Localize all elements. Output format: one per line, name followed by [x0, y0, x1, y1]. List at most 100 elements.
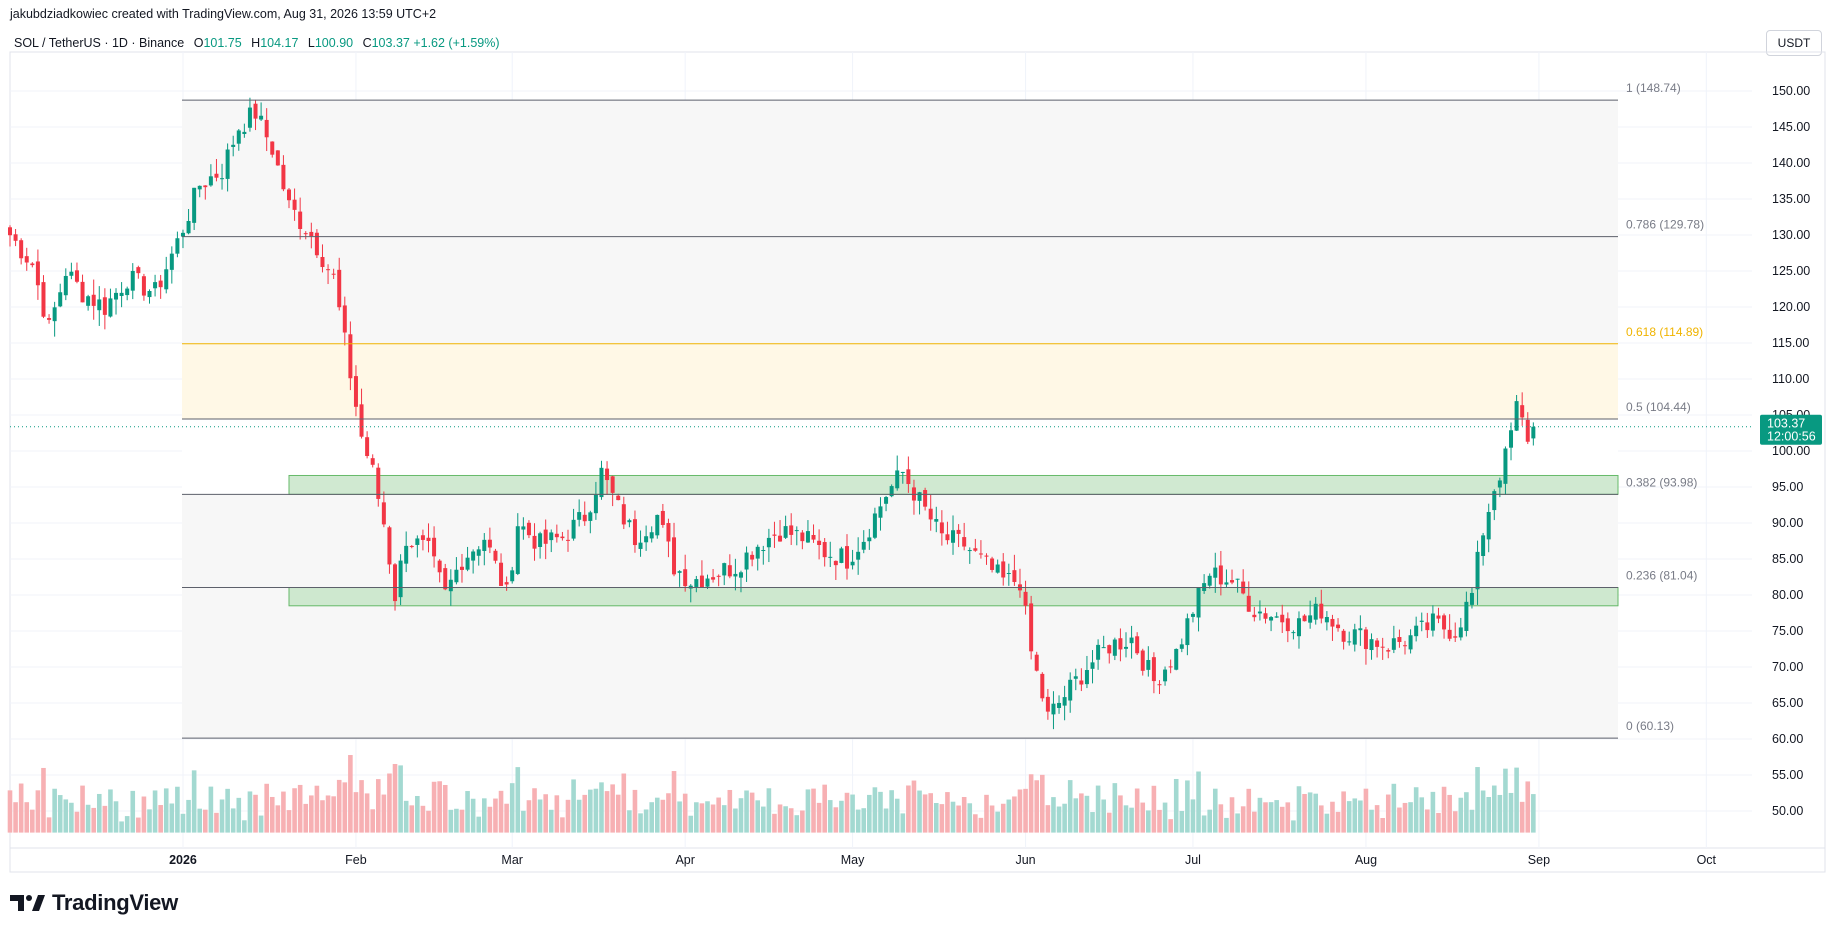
candle-body [1029, 603, 1034, 652]
volume-bar [1519, 801, 1525, 833]
candle-body [733, 573, 738, 577]
volume-bar [1285, 802, 1291, 833]
candle-body [1163, 669, 1168, 682]
volume-bar [85, 804, 91, 833]
volume-bar [459, 809, 465, 833]
candle-body [415, 538, 420, 545]
axes: 150.00 145.00 140.00 135.00 130.00 125.00 120.… [10, 84, 1810, 867]
candle-body [995, 564, 1000, 573]
volume-bar [1040, 774, 1045, 833]
tradingview-logo-icon [10, 895, 45, 911]
candle-body [789, 525, 794, 535]
low-label: L [307, 36, 315, 50]
candle-body [850, 561, 855, 566]
volume-bar [158, 805, 163, 833]
candle-body [387, 527, 392, 565]
volume-bar [1268, 802, 1274, 833]
volume-bar [705, 801, 710, 833]
volume-bar [1413, 787, 1419, 833]
candle-body [1157, 684, 1162, 686]
candle-body [97, 299, 102, 311]
volume-bar [487, 806, 493, 833]
candle-body [1040, 673, 1045, 699]
volume-bars [7, 755, 1536, 833]
volume-bar [297, 784, 303, 833]
candle-body [41, 282, 46, 317]
volume-bar [186, 799, 191, 833]
candle-body [610, 476, 615, 493]
candle-body [214, 173, 219, 178]
volume-bar [995, 811, 1000, 833]
volume-bar [281, 791, 286, 833]
candle-body [186, 220, 191, 234]
volume-bar [1330, 801, 1335, 833]
volume-bar [498, 790, 504, 833]
y-tick-label: 70.00 [1772, 660, 1803, 674]
volume-bar [303, 803, 309, 833]
candle-body [1235, 578, 1240, 580]
candle-body [856, 551, 861, 560]
volume-bar [1503, 768, 1508, 833]
volume-bar [1212, 788, 1218, 833]
y-tick-label: 125.00 [1772, 264, 1810, 278]
candle-body [761, 550, 766, 552]
candle-body [1525, 419, 1530, 442]
candle-body [660, 510, 665, 525]
candle-body [1341, 630, 1346, 642]
volume-bar [537, 799, 543, 833]
volume-bar [610, 784, 615, 833]
candle-body [895, 470, 900, 489]
candle-body [1146, 660, 1151, 670]
volume-bar [1441, 786, 1447, 833]
volume-bar [426, 810, 431, 833]
candle-body [1453, 636, 1458, 638]
volume-bar [91, 807, 96, 833]
candle-body [744, 552, 749, 570]
volume-bar [565, 799, 571, 833]
candle-body [1520, 405, 1525, 418]
candle-body [582, 514, 587, 522]
candle-body [722, 563, 727, 576]
candle-body [471, 551, 476, 561]
volume-bar [1313, 793, 1319, 833]
volume-bar [57, 795, 63, 833]
y-tick-label: 95.00 [1772, 480, 1803, 494]
candle-body [1179, 644, 1184, 649]
candle-body [499, 562, 504, 586]
candle-body [978, 553, 983, 555]
candle-body [454, 569, 459, 583]
volume-bar [593, 788, 599, 833]
volume-bar [247, 791, 253, 833]
volume-bar [30, 809, 35, 833]
tradingview-logo[interactable]: TradingView [10, 890, 178, 916]
price-chart[interactable]: 1 (148.74) 0.786 (129.78) 0.618 (114.89) 0.… [0, 0, 1835, 880]
candle-body [543, 529, 548, 544]
volume-bar [219, 799, 225, 833]
volume-bar [1112, 783, 1118, 833]
volume-bar [1436, 812, 1441, 833]
x-tick-label: Feb [345, 853, 367, 867]
symbol-name[interactable]: SOL / TetherUS · 1D · Binance [14, 36, 185, 50]
volume-bar [403, 800, 409, 833]
chart-frame [9, 51, 1826, 873]
candle-body [1347, 641, 1352, 643]
candle-body [342, 305, 347, 333]
candle-body [437, 560, 442, 573]
candle-body [845, 546, 849, 569]
candle-body [1403, 645, 1407, 647]
candle-body [47, 318, 52, 320]
candle-body [1135, 636, 1140, 654]
volume-bar [967, 803, 973, 833]
volume-bar [1028, 774, 1034, 833]
candle-body [504, 582, 509, 585]
candle-body [900, 471, 905, 473]
volume-bar [599, 782, 604, 833]
candle-body [906, 469, 911, 485]
volume-bar [1079, 793, 1084, 833]
volume-bar [1358, 800, 1363, 833]
candle-body [627, 520, 632, 523]
candle-body [694, 579, 699, 587]
volume-bar [850, 794, 855, 833]
volume-bar [827, 800, 833, 833]
candle-body [666, 523, 671, 542]
